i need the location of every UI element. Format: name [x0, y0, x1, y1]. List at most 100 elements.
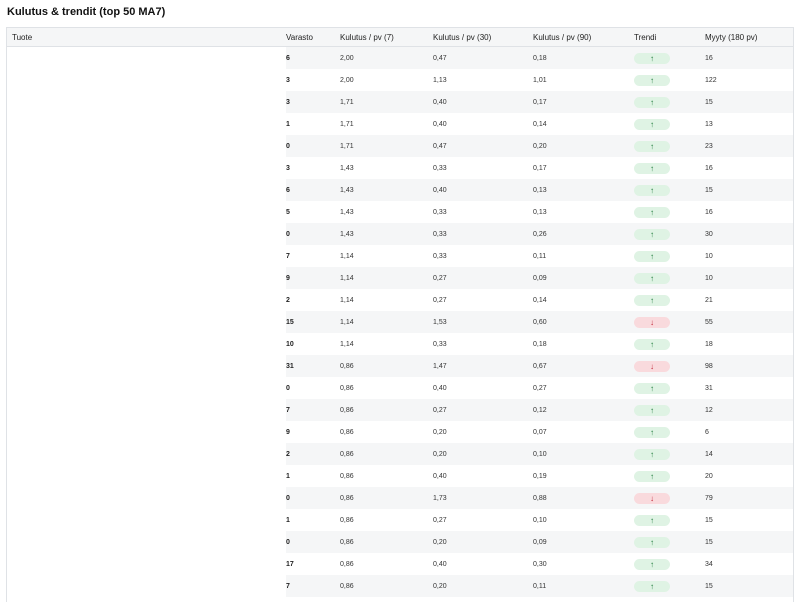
- trend-cell: [634, 597, 705, 602]
- trend-cell: ↓: [634, 311, 705, 333]
- trend-cell: ↑: [634, 531, 705, 553]
- sold-180-cell: 6: [705, 421, 793, 443]
- usage-90-cell: 0,18: [533, 47, 634, 70]
- stock-cell: 3: [286, 69, 340, 91]
- arrow-down-icon: ↓: [650, 318, 654, 327]
- arrow-up-icon: ↑: [650, 538, 654, 547]
- arrow-down-icon: ↓: [650, 494, 654, 503]
- usage-30-cell: 0,40: [433, 553, 533, 575]
- arrow-up-icon: ↑: [650, 406, 654, 415]
- arrow-up-icon: ↑: [650, 560, 654, 569]
- trend-cell: ↑: [634, 465, 705, 487]
- usage-90-cell: 0,67: [533, 355, 634, 377]
- usage-7-cell: 1,43: [340, 157, 433, 179]
- usage-90-cell: 0,11: [533, 245, 634, 267]
- sold-180-cell: 15: [705, 509, 793, 531]
- product-cell: [7, 47, 286, 70]
- usage-7-cell: 2,00: [340, 69, 433, 91]
- trend-badge: ↑: [634, 207, 670, 218]
- usage-30-cell: 0,27: [433, 399, 533, 421]
- arrow-up-icon: ↑: [650, 252, 654, 261]
- product-cell: [7, 333, 286, 355]
- trend-cell: ↑: [634, 509, 705, 531]
- product-cell: [7, 201, 286, 223]
- usage-90-cell: 0,09: [533, 267, 634, 289]
- arrow-up-icon: ↑: [650, 582, 654, 591]
- sold-180-cell: 122: [705, 69, 793, 91]
- column-header-usage-7[interactable]: Kulutus / pv (7): [340, 28, 433, 47]
- arrow-up-icon: ↑: [650, 186, 654, 195]
- usage-7-cell: 0,86: [340, 509, 433, 531]
- column-header-usage-30[interactable]: Kulutus / pv (30): [433, 28, 533, 47]
- usage-90-cell: 0,11: [533, 575, 634, 597]
- stock-cell: 9: [286, 421, 340, 443]
- usage-30-cell: 0,20: [433, 531, 533, 553]
- usage-90-cell: 0,17: [533, 157, 634, 179]
- trend-badge: ↓: [634, 361, 670, 372]
- column-header-product[interactable]: Tuote: [7, 28, 286, 47]
- stock-cell: 17: [286, 553, 340, 575]
- sold-180-cell: 16: [705, 47, 793, 70]
- trend-cell: ↑: [634, 47, 705, 70]
- arrow-up-icon: ↑: [650, 384, 654, 393]
- trend-badge: ↑: [634, 295, 670, 306]
- sold-180-cell: 18: [705, 333, 793, 355]
- usage-7-cell: 1,14: [340, 245, 433, 267]
- stock-cell: 6: [286, 47, 340, 70]
- trend-badge: ↑: [634, 581, 670, 592]
- usage-7-cell: 1,14: [340, 289, 433, 311]
- usage-7-cell: 0,86: [340, 355, 433, 377]
- column-header-sold-180[interactable]: Myyty (180 pv): [705, 28, 793, 47]
- stock-cell: 2: [286, 289, 340, 311]
- trend-badge: ↓: [634, 317, 670, 328]
- arrow-up-icon: ↑: [650, 296, 654, 305]
- sold-180-cell: 15: [705, 179, 793, 201]
- trend-badge: ↑: [634, 339, 670, 350]
- stock-cell: 2: [286, 443, 340, 465]
- usage-7-cell: 1,71: [340, 113, 433, 135]
- stock-cell: 3: [286, 157, 340, 179]
- usage-7-cell: 0,86: [340, 421, 433, 443]
- usage-90-cell: 0,30: [533, 553, 634, 575]
- trend-badge: ↑: [634, 537, 670, 548]
- sold-180-cell: 12: [705, 399, 793, 421]
- column-header-usage-90[interactable]: Kulutus / pv (90): [533, 28, 634, 47]
- column-header-stock[interactable]: Varasto: [286, 28, 340, 47]
- table-row[interactable]: [7, 597, 793, 602]
- usage-90-cell: 0,20: [533, 135, 634, 157]
- product-cell: [7, 443, 286, 465]
- usage-trends-table-panel: Tuote Varasto Kulutus / pv (7) Kulutus /…: [6, 27, 794, 602]
- trend-badge: ↑: [634, 449, 670, 460]
- stock-cell: 0: [286, 377, 340, 399]
- trend-cell: ↑: [634, 421, 705, 443]
- trend-cell: ↑: [634, 157, 705, 179]
- sold-180-cell: 15: [705, 575, 793, 597]
- product-cell: [7, 311, 286, 333]
- column-header-trend[interactable]: Trendi: [634, 28, 705, 47]
